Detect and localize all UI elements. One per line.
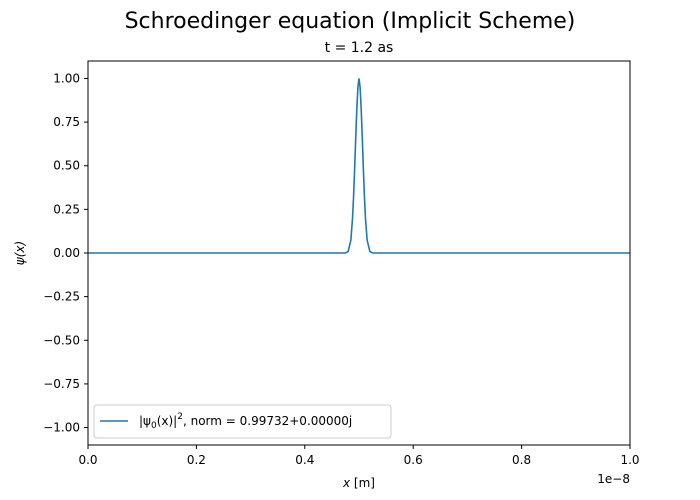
y-tick-label: 0.25	[53, 202, 80, 216]
y-tick-label: −0.50	[43, 333, 80, 347]
y-axis-label: ψ(x)	[13, 241, 27, 265]
legend-label-suffix: , norm = 0.99732+0.00000j	[183, 414, 352, 428]
legend-label-mid: (x)|	[157, 414, 178, 428]
y-tick-label: −0.25	[43, 290, 80, 304]
plot-area	[88, 78, 630, 254]
x-offset-text: 1e−8	[597, 472, 630, 486]
x-axis: 0.0 0.2 0.4 0.6 0.8 1.0	[78, 445, 640, 467]
y-tick-label: −1.00	[43, 421, 80, 435]
legend-box	[93, 404, 392, 439]
y-tick-label: 0.00	[53, 246, 80, 260]
legend-label-sup: 2	[177, 412, 183, 422]
x-tick-label: 0.8	[512, 453, 531, 467]
x-tick-label: 1.0	[620, 453, 639, 467]
x-axis-label-var: x	[342, 476, 351, 490]
x-tick-label: 0.2	[187, 453, 206, 467]
y-axis: −1.00 −0.75 −0.50 −0.25 0.00 0.25 0.50 0.75 1.00	[43, 71, 88, 435]
x-tick-label: 0.4	[295, 453, 314, 467]
legend: |ψ0(x)|2, norm = 0.99732+0.00000j	[93, 404, 392, 439]
y-tick-label: 0.75	[53, 115, 80, 129]
y-tick-label: 0.50	[53, 159, 80, 173]
chart-subtitle: t = 1.2 as	[325, 40, 394, 56]
y-tick-label: −0.75	[43, 377, 80, 391]
x-tick-label: 0.0	[78, 453, 97, 467]
y-tick-label: 1.00	[53, 71, 80, 85]
series-line-psi0	[88, 78, 630, 254]
legend-label-sub: 0	[151, 421, 157, 431]
x-axis-label-unit: [m]	[350, 476, 375, 490]
chart-title: Schroedinger equation (Implicit Scheme)	[125, 9, 576, 34]
legend-label-prefix: |ψ	[139, 414, 151, 428]
x-tick-label: 0.6	[404, 453, 423, 467]
x-axis-label: x [m]	[342, 476, 375, 490]
legend-label: |ψ0(x)|2, norm = 0.99732+0.00000j	[139, 412, 352, 431]
